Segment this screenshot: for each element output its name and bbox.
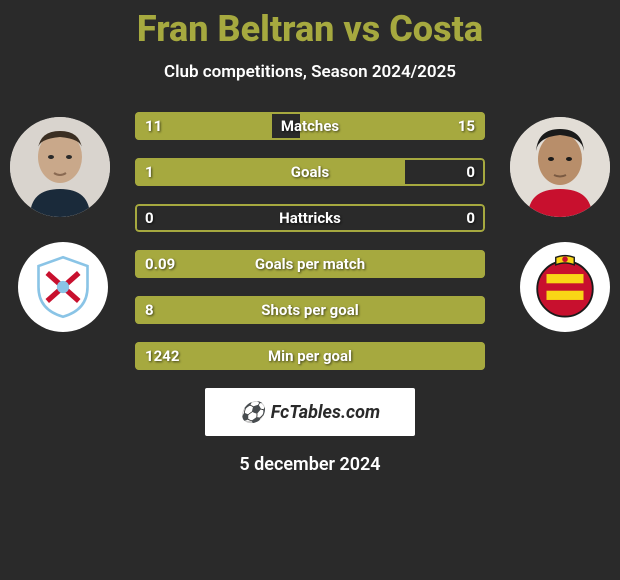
footer-brand-text: FcTables.com [271, 402, 380, 423]
player-left-avatar [10, 117, 110, 217]
stat-bar-row: 11 Matches 15 [135, 112, 485, 140]
club-left-crest-icon [28, 252, 98, 322]
stat-bar-row: 0 Hattricks 0 [135, 204, 485, 232]
stat-label: Hattricks [279, 209, 341, 227]
stat-value-left: 1 [145, 163, 154, 181]
comparison-card: Fran Beltran vs Costa Club competitions,… [0, 0, 620, 580]
stat-value-right: 15 [458, 117, 475, 135]
stat-label: Min per goal [268, 347, 352, 365]
stat-label: Matches [281, 117, 339, 135]
stat-bar-row: 1242 Min per goal [135, 342, 485, 370]
stat-bar-row: 0.09 Goals per match [135, 250, 485, 278]
stats-bars-area: 11 Matches 15 1 Goals 0 0 Hattricks 0 0.09 Goals p… [135, 112, 485, 370]
stat-value-left: 1242 [145, 347, 179, 365]
soccer-ball-icon: ⚽ [240, 400, 265, 424]
club-right-crest-icon [528, 250, 602, 324]
stat-bar-fill-left [135, 158, 405, 186]
page-title: Fran Beltran vs Costa [0, 8, 620, 50]
stat-value-right: 0 [466, 163, 475, 181]
stat-label: Goals per match [255, 255, 365, 273]
player-left-silhouette-icon [10, 117, 110, 217]
stat-value-left: 8 [145, 301, 154, 319]
stat-value-left: 0 [145, 209, 154, 227]
player-right-avatar [510, 117, 610, 217]
main-area: 11 Matches 15 1 Goals 0 0 Hattricks 0 0.09 Goals p… [0, 112, 620, 370]
stat-label: Shots per goal [261, 301, 358, 319]
club-right-badge [520, 242, 610, 332]
footer-brand-badge: ⚽ FcTables.com [205, 388, 415, 436]
stat-bar-row: 8 Shots per goal [135, 296, 485, 324]
stat-value-left: 0.09 [145, 255, 175, 273]
page-subtitle: Club competitions, Season 2024/2025 [0, 62, 620, 82]
date-line: 5 december 2024 [0, 454, 620, 475]
stat-label: Goals [291, 163, 329, 181]
stat-value-left: 11 [145, 117, 162, 135]
stat-bar-row: 1 Goals 0 [135, 158, 485, 186]
stat-value-right: 0 [466, 209, 475, 227]
club-left-badge [18, 242, 108, 332]
player-right-silhouette-icon [510, 117, 610, 217]
